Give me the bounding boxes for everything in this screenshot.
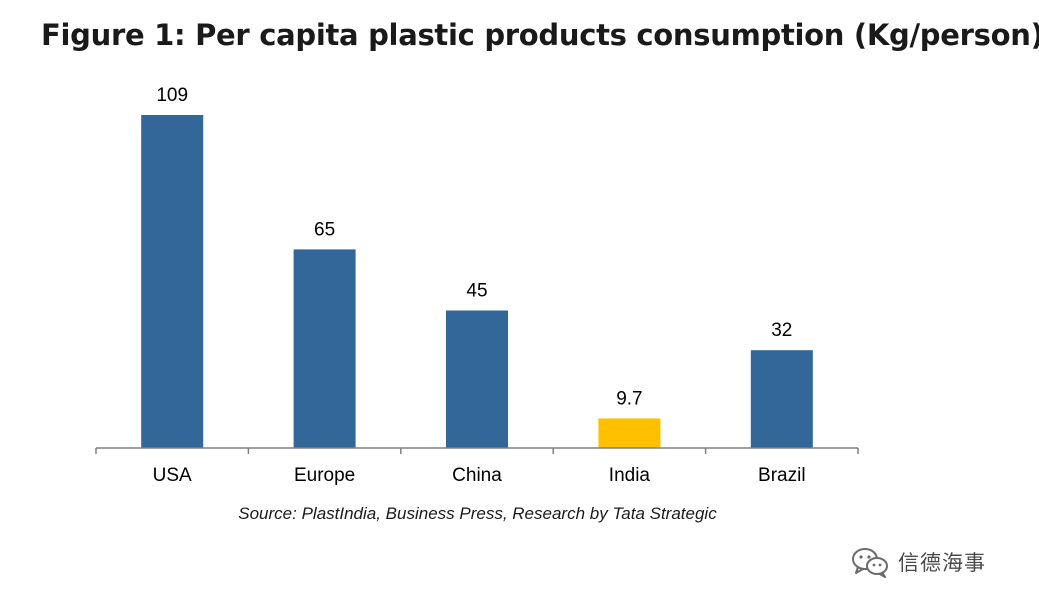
value-label-europe: 65	[314, 219, 335, 240]
bar-india	[598, 418, 661, 448]
bar-china	[446, 310, 508, 448]
watermark-text: 信德海事	[898, 551, 986, 575]
bar-europe	[293, 249, 356, 448]
x-tick-label-usa: USA	[153, 465, 192, 486]
x-tick-label-brazil: Brazil	[758, 465, 806, 486]
bars-group	[141, 115, 813, 448]
x-axis	[95, 447, 859, 454]
wechat-icon	[850, 545, 890, 579]
bar-brazil	[750, 350, 813, 448]
source-note: Source: PlastIndia, Business Press, Rese…	[238, 504, 717, 523]
bar-usa	[141, 115, 204, 448]
x-tick-labels-group: USA Europe China India Brazil	[153, 465, 806, 486]
x-tick-label-india: India	[609, 465, 651, 486]
value-label-brazil: 32	[771, 320, 792, 341]
value-label-india: 9.7	[616, 388, 642, 409]
value-label-usa: 109	[156, 85, 188, 106]
chart-title: Figure 1: Per capita plastic products co…	[41, 18, 1039, 52]
value-labels-group: 109 65 45 9.7 32	[156, 85, 792, 409]
watermark: 信德海事	[850, 545, 986, 579]
value-label-china: 45	[466, 281, 487, 302]
x-tick-label-china: China	[452, 465, 502, 486]
x-tick-label-europe: Europe	[294, 465, 355, 486]
